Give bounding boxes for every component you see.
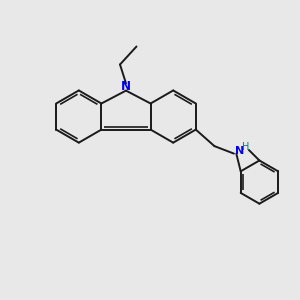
Text: H: H: [242, 142, 250, 152]
Text: N: N: [121, 80, 131, 94]
Text: N: N: [236, 146, 245, 156]
